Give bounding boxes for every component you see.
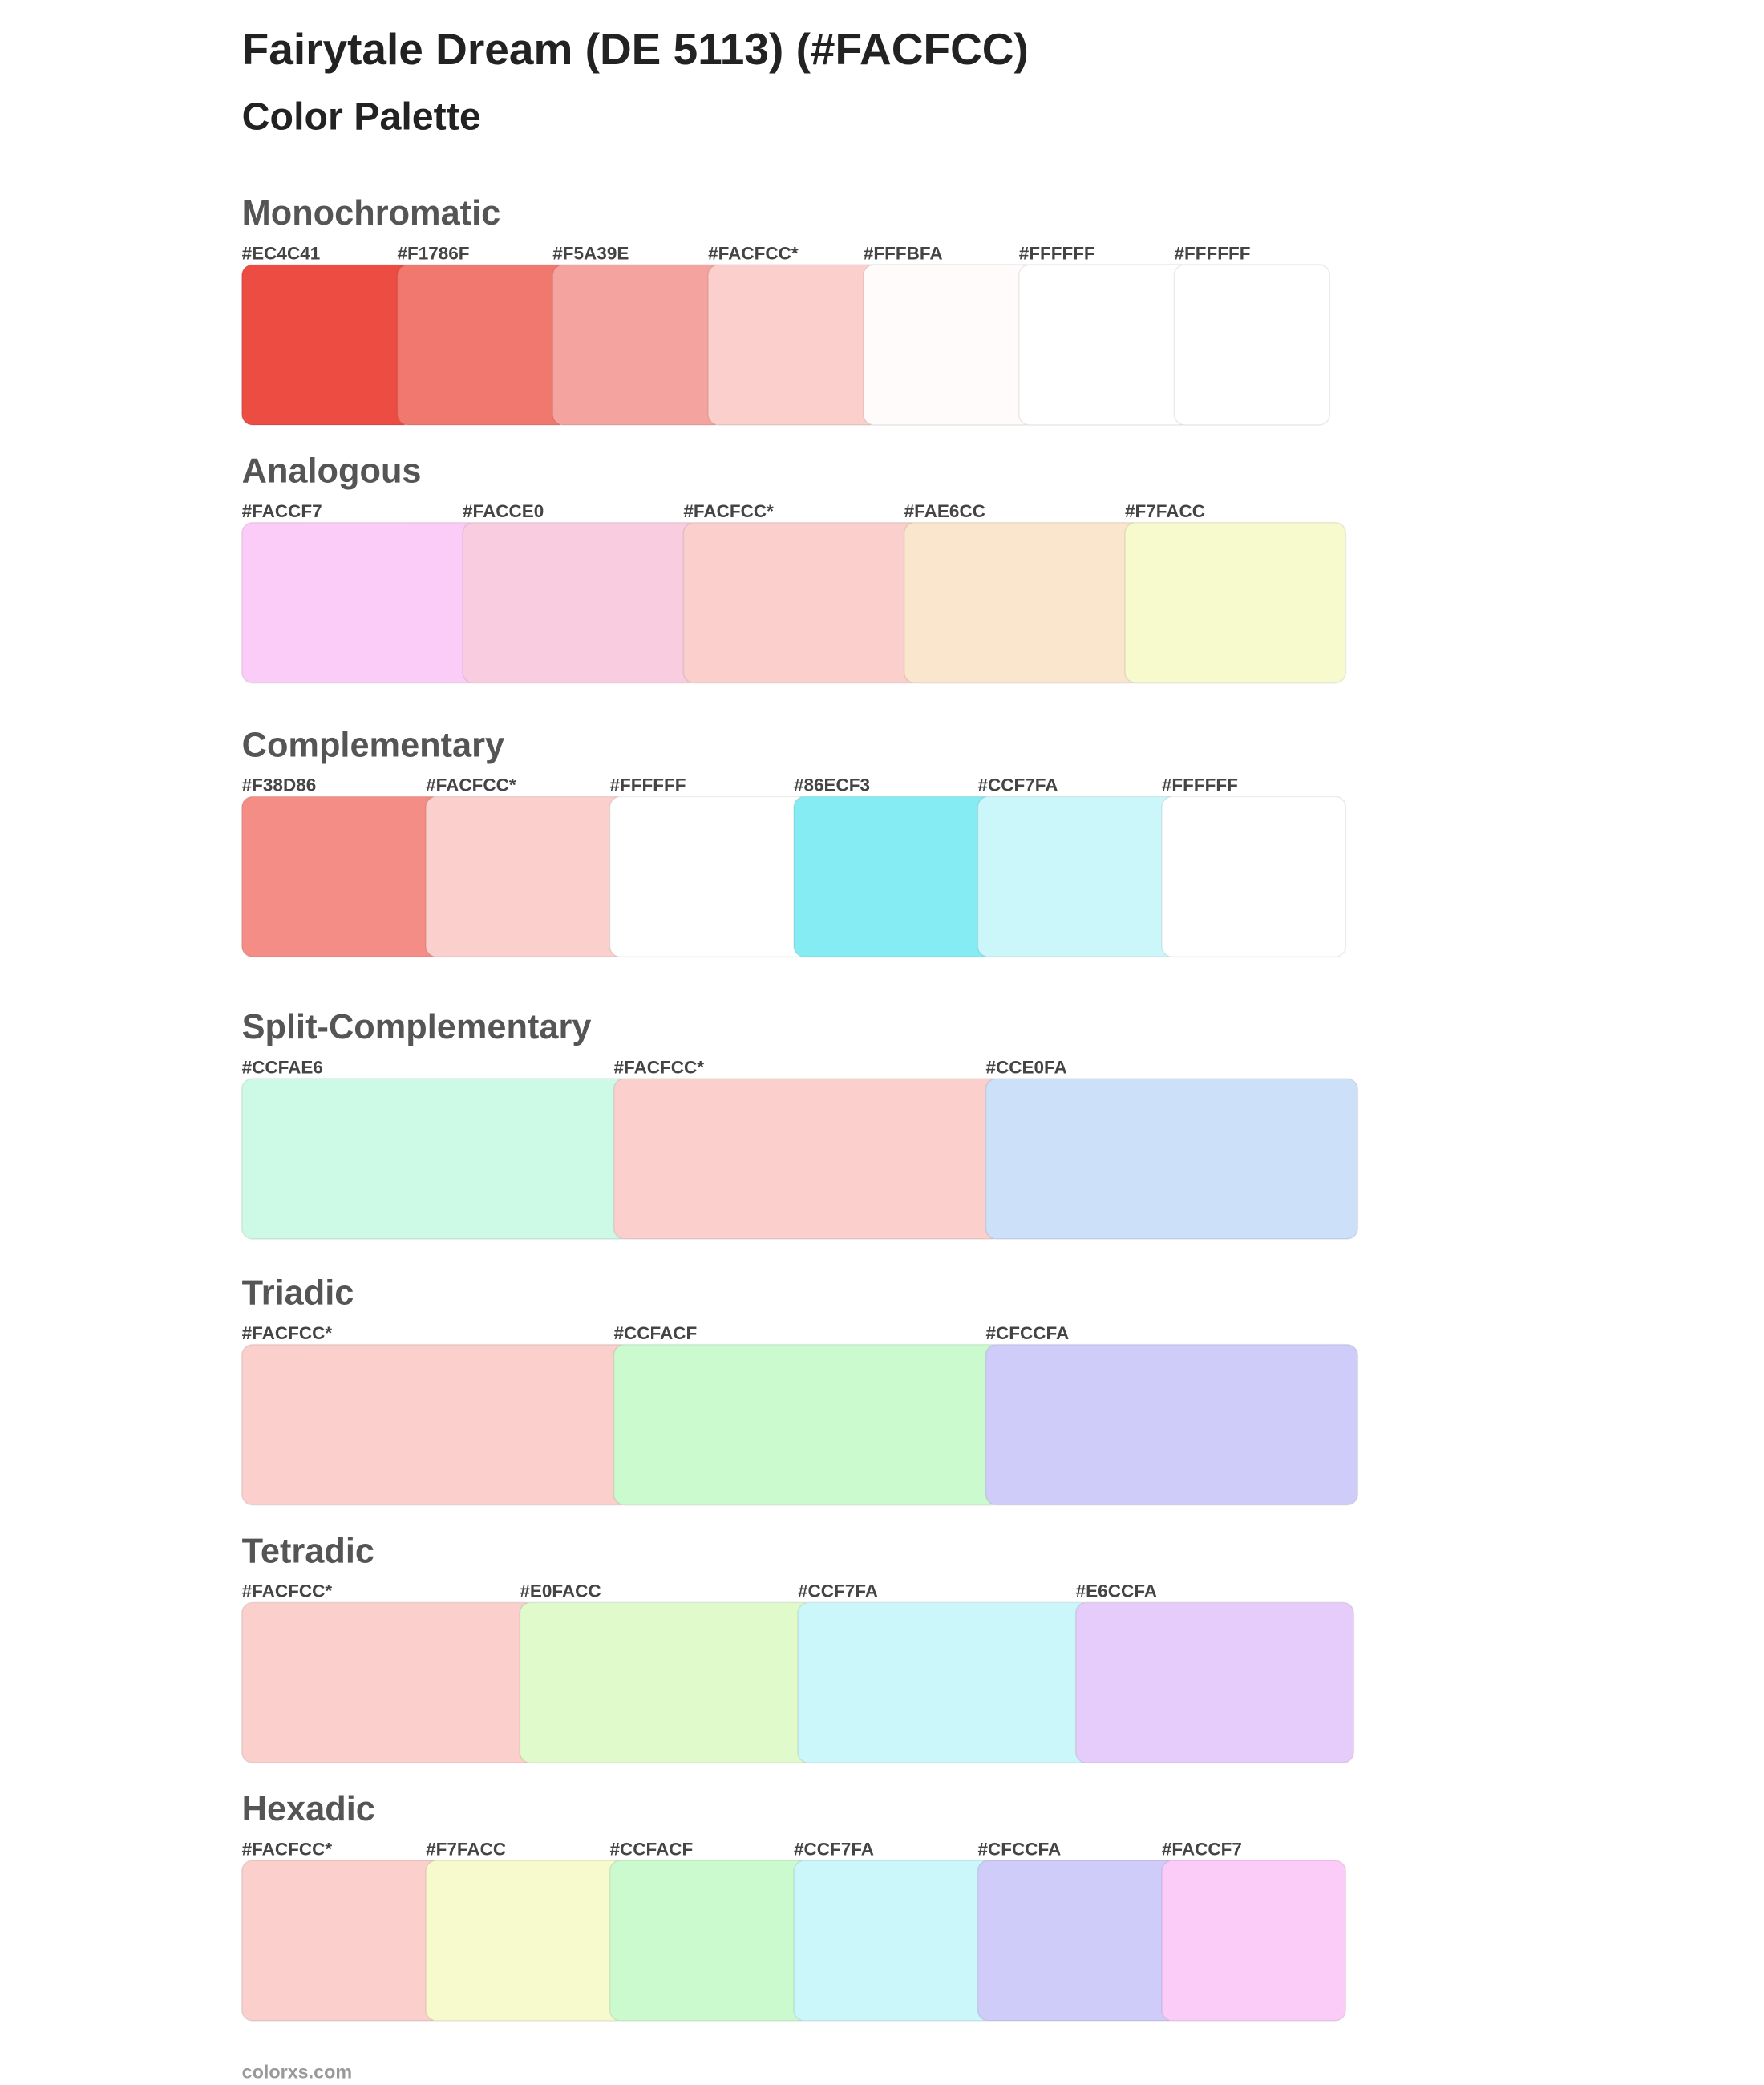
swatch-label: #FFFFFF bbox=[1162, 775, 1238, 796]
swatch-label: #F5A39E bbox=[552, 243, 629, 263]
section-heading: Tetradic bbox=[242, 1532, 374, 1570]
swatch-label: #FACFCC* bbox=[242, 1581, 333, 1601]
swatch bbox=[797, 1601, 1093, 1764]
swatch bbox=[793, 1860, 995, 2022]
swatch bbox=[863, 264, 1036, 426]
swatch bbox=[1074, 1601, 1355, 1764]
swatch-label: #86ECF3 bbox=[794, 775, 870, 796]
swatch-label: #E6CCFA bbox=[1076, 1581, 1157, 1601]
swatch bbox=[1018, 264, 1192, 426]
swatch-label: #CCFACF bbox=[610, 1839, 694, 1859]
swatch-label: #CCFACF bbox=[614, 1323, 698, 1343]
swatch-label: #CCF7FA bbox=[798, 1581, 878, 1601]
swatch-label: #CCF7FA bbox=[977, 775, 1058, 796]
swatch-label: #FACCE0 bbox=[463, 501, 544, 521]
swatch-label: #FACFCC* bbox=[708, 243, 799, 263]
swatch-label: #FACCF7 bbox=[242, 501, 322, 521]
swatch bbox=[609, 796, 811, 958]
swatch-label: #CCF7FA bbox=[794, 1839, 874, 1859]
swatch-label: #FACFCC* bbox=[242, 1839, 333, 1859]
swatch-label: #FFFFFF bbox=[1175, 243, 1251, 263]
swatch bbox=[682, 521, 921, 684]
swatch-label: #F7FACC bbox=[426, 1839, 506, 1859]
swatch bbox=[241, 1078, 631, 1240]
section-heading: Split-Complementary bbox=[242, 1008, 592, 1047]
swatch bbox=[1124, 521, 1347, 684]
swatch bbox=[241, 264, 415, 426]
swatch-label: #F7FACC bbox=[1125, 501, 1205, 521]
swatch-label: #E0FACC bbox=[520, 1581, 601, 1601]
swatch-label: #FFFBFA bbox=[864, 243, 943, 263]
swatch-label: #FFFFFF bbox=[610, 775, 686, 796]
swatch bbox=[985, 1343, 1359, 1506]
swatch bbox=[613, 1343, 1003, 1506]
swatch-label: #CCE0FA bbox=[985, 1057, 1066, 1077]
swatch-label: #EC4C41 bbox=[242, 243, 321, 263]
swatch bbox=[1161, 1860, 1347, 2022]
swatch-label: #F1786F bbox=[397, 243, 469, 263]
section-heading: Monochromatic bbox=[242, 194, 501, 233]
swatch-label: #CCFAE6 bbox=[242, 1057, 323, 1077]
swatch-label: #CFCCFA bbox=[985, 1323, 1069, 1343]
page-title: Fairytale Dream (DE 5113) (#FACFCC) bbox=[242, 24, 1029, 74]
swatch-label: #FAE6CC bbox=[904, 501, 985, 521]
swatch bbox=[707, 264, 880, 426]
section-heading: Complementary bbox=[242, 726, 504, 764]
swatch bbox=[1161, 796, 1347, 958]
swatch bbox=[462, 521, 701, 684]
swatch bbox=[613, 1078, 1003, 1240]
swatch bbox=[425, 796, 627, 958]
section-heading: Triadic bbox=[242, 1274, 354, 1313]
swatch bbox=[241, 1601, 537, 1764]
footer: colorxs.com bbox=[242, 2062, 352, 2083]
swatch bbox=[241, 796, 443, 958]
section-heading: Hexadic bbox=[242, 1790, 375, 1828]
swatch bbox=[552, 264, 725, 426]
swatch bbox=[977, 1860, 1179, 2022]
swatch bbox=[793, 796, 995, 958]
swatch bbox=[903, 521, 1142, 684]
swatch bbox=[1173, 264, 1331, 426]
swatch bbox=[985, 1078, 1359, 1240]
swatch bbox=[241, 1860, 443, 2022]
swatch bbox=[609, 1860, 811, 2022]
swatch bbox=[977, 796, 1179, 958]
swatch bbox=[396, 264, 570, 426]
page-subtitle: Color Palette bbox=[242, 95, 481, 139]
swatch-label: #F38D86 bbox=[242, 775, 317, 796]
swatch-label: #CFCCFA bbox=[977, 1839, 1061, 1859]
section-heading: Analogous bbox=[242, 452, 422, 491]
swatch bbox=[241, 521, 479, 684]
swatch-label: #FFFFFF bbox=[1019, 243, 1095, 263]
swatch-label: #FACCF7 bbox=[1162, 1839, 1242, 1859]
swatch bbox=[519, 1601, 815, 1764]
swatch bbox=[241, 1343, 631, 1506]
swatch-label: #FACFCC* bbox=[614, 1057, 705, 1077]
swatch-label: #FACFCC* bbox=[426, 775, 516, 796]
swatch-label: #FACFCC* bbox=[683, 501, 774, 521]
swatch-label: #FACFCC* bbox=[242, 1323, 333, 1343]
swatch bbox=[425, 1860, 627, 2022]
